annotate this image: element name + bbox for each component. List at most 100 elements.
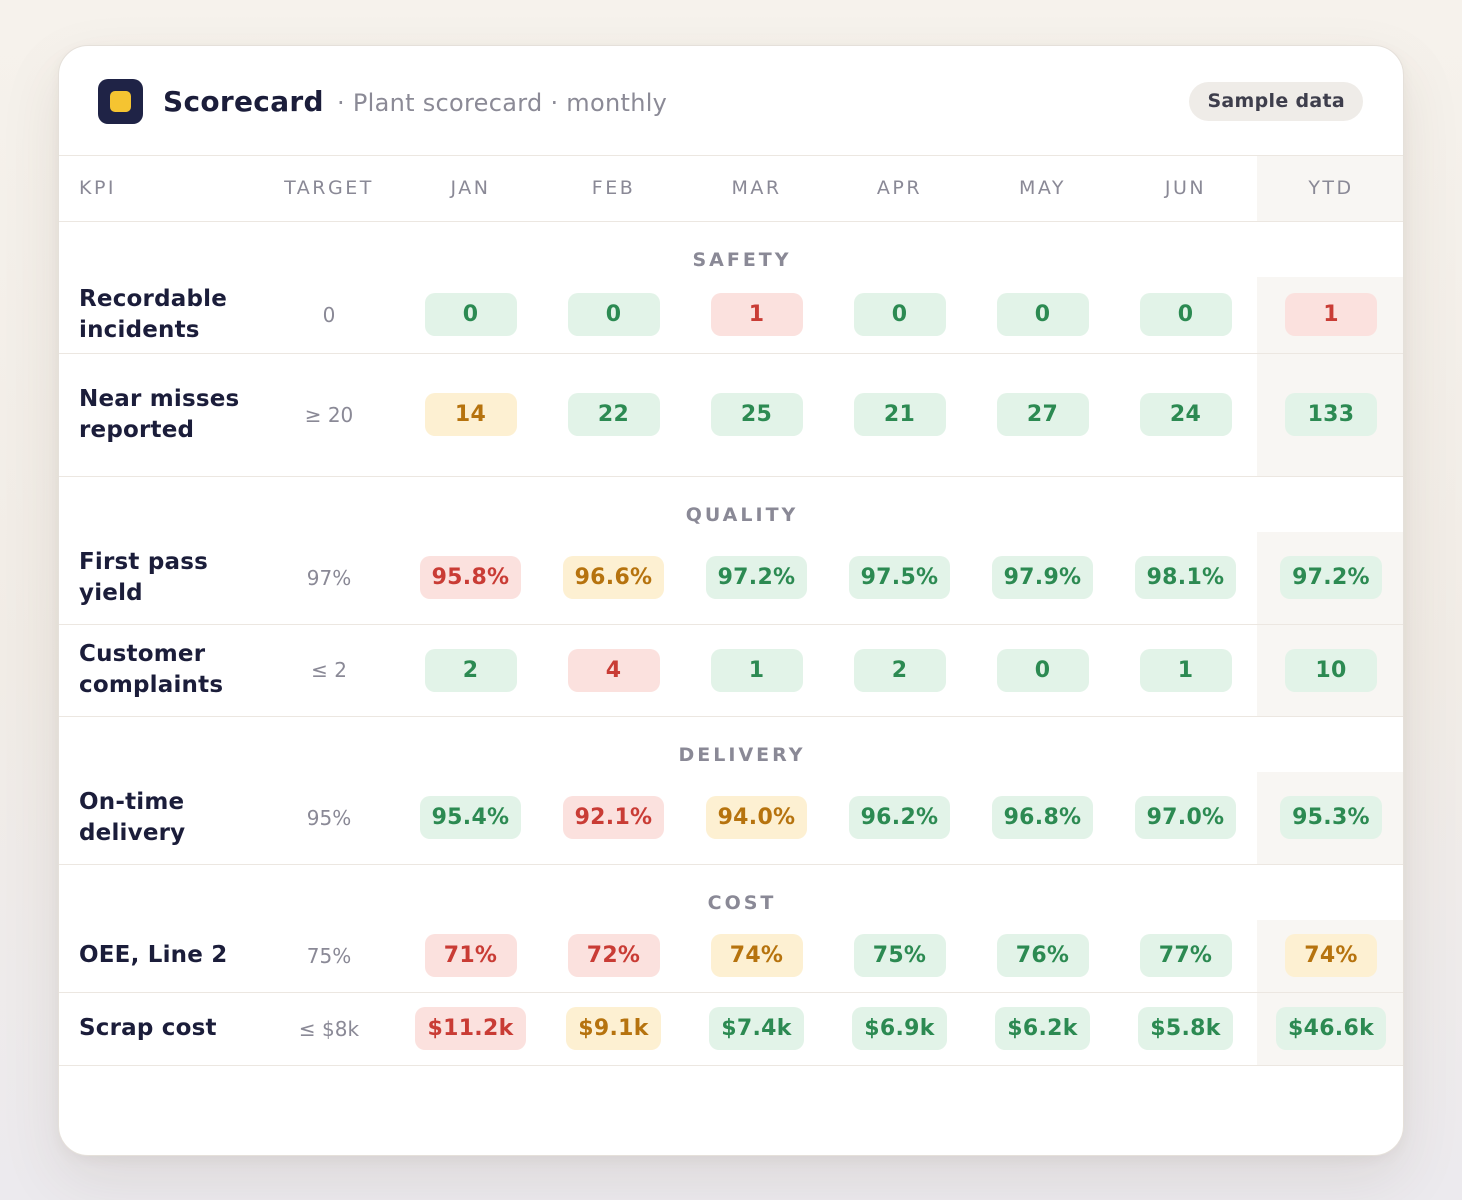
value-pill-good: $6.2k [995, 1007, 1090, 1050]
value-pill-good: 10 [1285, 648, 1377, 692]
cell-jan: 95.4% [399, 772, 542, 865]
value-pill-bad: 1 [710, 293, 803, 337]
section-label: DELIVERY [59, 716, 1403, 772]
kpi-target: 0 [259, 277, 399, 354]
cell-apr: 97.5% [828, 532, 971, 625]
column-header-target: TARGET [259, 156, 399, 222]
cell-mar: 74% [685, 920, 828, 993]
value-pill-good: 97.5% [848, 556, 951, 600]
cell-apr: 75% [828, 920, 971, 993]
cell-may: 27 [971, 353, 1114, 477]
section-label: QUALITY [59, 476, 1403, 532]
scorecard-table: KPI TARGET JAN FEB MAR APR MAY JUN YTD S… [59, 156, 1403, 1066]
table-row: On-time delivery 95% 95.4% 92.1% 94.0% 96.2% 9… [59, 772, 1403, 865]
value-pill-good: $6.9k [852, 1007, 947, 1050]
cell-ytd: 10 [1257, 624, 1403, 717]
cell-mar: 1 [685, 277, 828, 354]
value-pill-bad: $11.2k [415, 1007, 526, 1050]
value-pill-good: 0 [853, 293, 946, 337]
section-label: COST [59, 864, 1403, 920]
value-pill-good: $46.6k [1275, 1007, 1387, 1050]
cell-ytd: 1 [1257, 277, 1403, 354]
cell-may: 96.8% [971, 772, 1114, 865]
page-subtitle: · Plant scorecard · monthly [337, 89, 668, 117]
value-pill-bad: 92.1% [562, 796, 665, 840]
value-pill-good: 0 [996, 648, 1089, 692]
value-pill-good: 75% [853, 934, 946, 978]
table-body: SAFETY Recordable incidents 0 0 0 1 0 0 0 1 Near m… [59, 221, 1403, 1066]
value-pill-warn: 96.6% [562, 556, 665, 600]
column-header-kpi: KPI [59, 156, 259, 222]
column-header-ytd: YTD [1257, 156, 1403, 222]
cell-mar: 94.0% [685, 772, 828, 865]
page-title: Scorecard [163, 85, 324, 118]
kpi-target: ≥ 20 [259, 353, 399, 477]
value-pill-bad: 1 [1285, 293, 1377, 337]
cell-apr: 2 [828, 624, 971, 717]
kpi-target: ≤ 2 [259, 624, 399, 717]
cell-jun: 77% [1114, 920, 1257, 993]
section-row: QUALITY [59, 476, 1403, 532]
header-row: KPI TARGET JAN FEB MAR APR MAY JUN YTD [59, 156, 1403, 222]
section-row: DELIVERY [59, 716, 1403, 772]
value-pill-warn: 14 [424, 393, 517, 436]
cell-jun: $5.8k [1114, 992, 1257, 1066]
value-pill-bad: 71% [424, 934, 517, 978]
value-pill-good: 133 [1285, 393, 1377, 436]
cell-jun: 0 [1114, 277, 1257, 354]
cell-feb: $9.1k [542, 992, 685, 1066]
cell-ytd: $46.6k [1257, 992, 1403, 1066]
cell-apr: 21 [828, 353, 971, 477]
kpi-name: Recordable incidents [59, 277, 259, 354]
cell-feb: 22 [542, 353, 685, 477]
cell-feb: 96.6% [542, 532, 685, 625]
cell-may: 97.9% [971, 532, 1114, 625]
cell-jan: $11.2k [399, 992, 542, 1066]
kpi-target: ≤ $8k [259, 992, 399, 1066]
value-pill-warn: 74% [710, 934, 803, 978]
cell-mar: $7.4k [685, 992, 828, 1066]
table-row: Customer complaints ≤ 2 2 4 1 2 0 1 10 [59, 624, 1403, 717]
table-row: Near misses reported ≥ 20 14 22 25 21 27 24 133 [59, 353, 1403, 477]
cell-jan: 14 [399, 353, 542, 477]
section-row: SAFETY [59, 221, 1403, 277]
cell-jan: 0 [399, 277, 542, 354]
value-pill-good: 0 [424, 293, 517, 337]
cell-mar: 1 [685, 624, 828, 717]
value-pill-good: 2 [853, 648, 946, 692]
value-pill-bad: 4 [567, 648, 660, 692]
cell-mar: 97.2% [685, 532, 828, 625]
value-pill-good: 2 [424, 648, 517, 692]
cell-may: 76% [971, 920, 1114, 993]
cell-feb: 72% [542, 920, 685, 993]
kpi-name: On-time delivery [59, 772, 259, 865]
value-pill-good: 25 [710, 393, 803, 436]
cell-jan: 2 [399, 624, 542, 717]
column-header-may: MAY [971, 156, 1114, 222]
cell-feb: 0 [542, 277, 685, 354]
section-label: SAFETY [59, 221, 1403, 277]
section-row: COST [59, 864, 1403, 920]
cell-feb: 92.1% [542, 772, 685, 865]
value-pill-good: 95.3% [1280, 796, 1382, 840]
value-pill-good: 22 [567, 393, 660, 436]
cell-ytd: 97.2% [1257, 532, 1403, 625]
kpi-target: 97% [259, 532, 399, 625]
kpi-name: OEE, Line 2 [59, 920, 259, 993]
value-pill-good: 0 [1139, 293, 1232, 337]
cell-ytd: 95.3% [1257, 772, 1403, 865]
value-pill-warn: 74% [1285, 934, 1377, 978]
scorecard-card: Scorecard · Plant scorecard · monthly Sa… [58, 45, 1404, 1156]
kpi-target: 75% [259, 920, 399, 993]
value-pill-bad: 95.8% [419, 556, 522, 600]
table-row: Scrap cost ≤ $8k $11.2k $9.1k $7.4k $6.9k $6.2… [59, 992, 1403, 1066]
value-pill-good: 96.8% [991, 796, 1094, 840]
value-pill-good: $7.4k [709, 1007, 804, 1050]
cell-jun: 24 [1114, 353, 1257, 477]
cell-mar: 25 [685, 353, 828, 477]
kpi-name: Near misses reported [59, 353, 259, 477]
column-header-jun: JUN [1114, 156, 1257, 222]
value-pill-good: 1 [710, 648, 803, 692]
column-header-feb: FEB [542, 156, 685, 222]
value-pill-warn: 94.0% [705, 796, 808, 840]
